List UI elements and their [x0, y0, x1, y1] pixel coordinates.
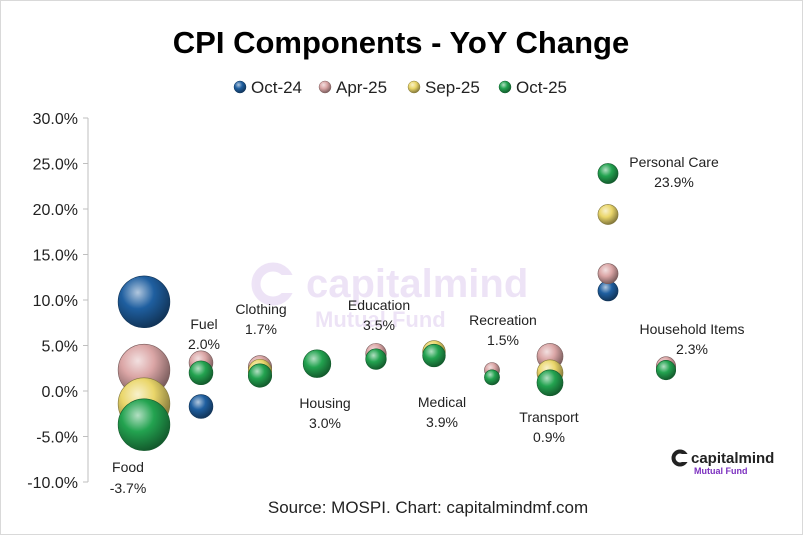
bubble-household-items-oct-25: [655, 360, 677, 381]
legend-label-apr-25: Apr-25: [336, 78, 387, 97]
bubble-food-oct-25: [117, 398, 171, 451]
y-tick-label: 10.0%: [33, 293, 78, 310]
annotation-label-medical: Medical: [418, 394, 466, 410]
y-tick-label: -10.0%: [27, 475, 78, 492]
y-tick-label: -5.0%: [36, 430, 78, 447]
bubble-education-oct-25: [365, 348, 387, 370]
annotation-label-housing: Housing: [299, 395, 350, 411]
bubble-personal-care-sep-25: [597, 204, 619, 225]
annotations: Food -3.7% Fuel 2.0% Clothing 1.7% Housing 3.0%…: [110, 154, 745, 496]
corner-sub: Mutual Fund: [694, 466, 748, 476]
annotation-label-food: Food: [112, 459, 144, 475]
legend-label-oct-25: Oct-25: [516, 78, 567, 97]
y-axis: 30.0% 25.0% 20.0% 15.0% 10.0% 5.0% 0.0% -5.0% -1…: [27, 111, 89, 492]
annotation-label-household-items: Household Items: [639, 321, 744, 337]
annotation-value-clothing: 1.7%: [245, 321, 277, 337]
bubble-fuel-oct-24: [188, 394, 214, 419]
legend-marker-oct-25: [498, 80, 512, 94]
capitalmind-corner-icon: [671, 449, 689, 467]
y-tick-label: 5.0%: [42, 339, 78, 356]
annotation-value-fuel: 2.0%: [188, 336, 220, 352]
bubble-medical-oct-25: [422, 343, 446, 368]
annotation-value-housing: 3.0%: [309, 415, 341, 431]
y-tick-label: 30.0%: [33, 111, 78, 128]
annotation-label-education: Education: [348, 297, 410, 313]
chart-title: CPI Components - YoY Change: [173, 25, 629, 60]
bubble-housing-oct-25: [302, 349, 332, 378]
annotation-value-food: -3.7%: [110, 480, 147, 496]
watermark-sub: Mutual Fund: [315, 307, 446, 332]
legend: Oct-24 Apr-25 Sep-25 Oct-25: [233, 78, 567, 97]
watermark-brand: capitalmind: [306, 262, 528, 306]
y-tick-label: 15.0%: [33, 248, 78, 265]
annotation-label-clothing: Clothing: [235, 301, 286, 317]
y-tick-label: 0.0%: [42, 384, 78, 401]
annotation-label-fuel: Fuel: [190, 316, 217, 332]
capitalmind-logo-icon: [251, 262, 295, 306]
corner-brand: capitalmind: [691, 450, 774, 467]
bubble-transport-oct-25: [536, 369, 564, 397]
annotation-label-personal-care: Personal Care: [629, 154, 719, 170]
legend-marker-sep-25: [407, 80, 421, 94]
annotation-value-personal-care: 23.9%: [654, 174, 694, 190]
bubble-fuel-oct-25: [188, 360, 214, 386]
watermark-center: capitalmind Mutual Fund: [251, 262, 528, 332]
legend-label-oct-24: Oct-24: [251, 78, 302, 97]
annotation-label-recreation: Recreation: [469, 312, 537, 328]
y-tick-label: 20.0%: [33, 202, 78, 219]
annotation-value-medical: 3.9%: [426, 414, 458, 430]
source-note: Source: MOSPI. Chart: capitalmindmf.com: [268, 498, 588, 517]
annotation-label-transport: Transport: [519, 409, 579, 425]
annotation-value-transport: 0.9%: [533, 429, 565, 445]
legend-marker-oct-24: [233, 80, 247, 94]
bubble-personal-care-oct-25: [597, 163, 619, 184]
legend-marker-apr-25: [318, 80, 332, 94]
watermark-corner: capitalmind Mutual Fund: [671, 449, 774, 476]
bubble-clothing-oct-25: [247, 363, 273, 388]
annotation-value-recreation: 1.5%: [487, 332, 519, 348]
annotation-value-education: 3.5%: [363, 317, 395, 333]
bubbles: [117, 163, 677, 451]
annotation-value-household-items: 2.3%: [676, 341, 708, 357]
bubble-personal-care-apr-25: [597, 263, 619, 284]
bubble-recreation-oct-25: [484, 369, 500, 386]
legend-label-sep-25: Sep-25: [425, 78, 480, 97]
y-tick-label: 25.0%: [33, 157, 78, 174]
bubble-food-oct-24: [117, 275, 171, 329]
